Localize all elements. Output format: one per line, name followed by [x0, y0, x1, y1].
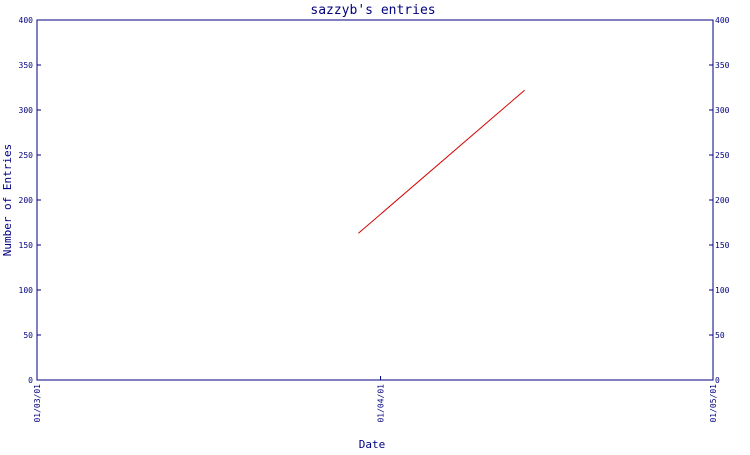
- x-axis-ticks: 01/03/01 01/04/01 01/05/01: [33, 376, 718, 423]
- series-layer: [358, 89, 525, 234]
- y-tick-label-right: 150: [715, 241, 730, 250]
- y-tick-label-left: 250: [19, 151, 34, 160]
- y-tick-label-left: 50: [23, 331, 33, 340]
- y-tick-label-left: 200: [19, 196, 34, 205]
- y-tick-label-right: 200: [715, 196, 730, 205]
- y-tick-label-left: 300: [19, 106, 34, 115]
- y-axis-label: Number of Entries: [1, 144, 14, 257]
- y-tick-label-right: 350: [715, 61, 730, 70]
- y-tick-label-left: 100: [19, 286, 34, 295]
- y-tick-label-left: 400: [19, 16, 34, 25]
- y-tick-label-right: 300: [715, 106, 730, 115]
- x-tick-label: 01/05/01: [709, 384, 718, 423]
- chart-title: sazzyb's entries: [310, 3, 435, 18]
- y-axis-ticks: 0 0 50 50 100 100 150 150 200 200 250 250 300 300 350 3…: [19, 16, 730, 385]
- x-axis-label: Date: [359, 438, 386, 450]
- y-tick-label-left: 0: [28, 376, 33, 385]
- x-tick-label: 01/03/01: [33, 384, 42, 423]
- series-line: [358, 89, 525, 234]
- y-tick-label-right: 250: [715, 151, 730, 160]
- y-tick-label-left: 350: [19, 61, 34, 70]
- y-tick-label-right: 100: [715, 286, 730, 295]
- y-tick-label-right: 0: [715, 376, 720, 385]
- x-tick-label: 01/04/01: [377, 384, 386, 423]
- y-tick-label-right: 50: [715, 331, 725, 340]
- y-tick-label-left: 150: [19, 241, 34, 250]
- y-tick-label-right: 400: [715, 16, 730, 25]
